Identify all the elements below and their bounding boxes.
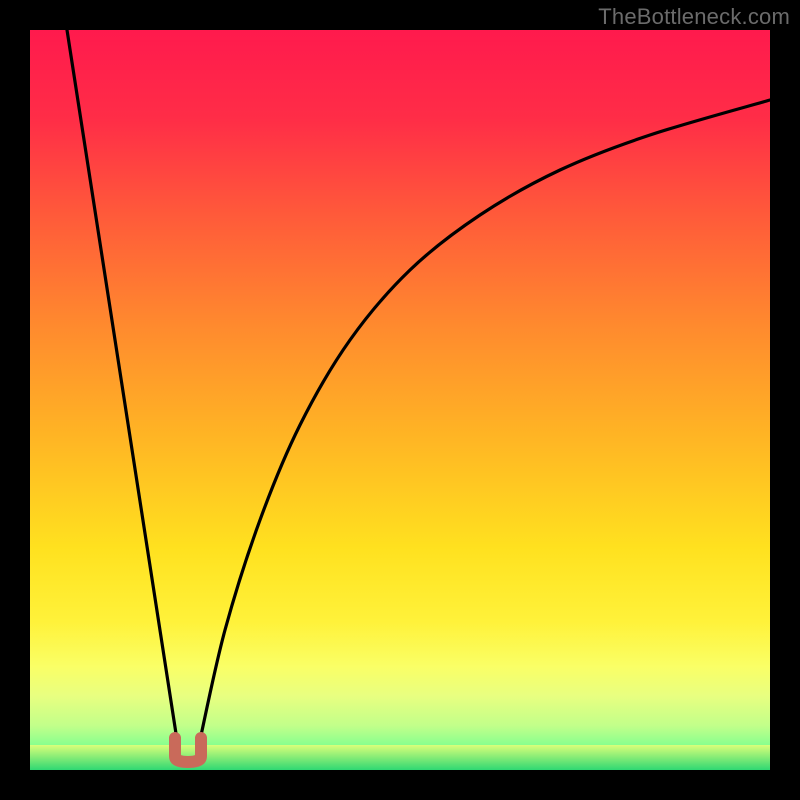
bottleneck-chart-svg bbox=[0, 0, 800, 800]
plot-background bbox=[30, 30, 770, 770]
watermark-text: TheBottleneck.com bbox=[598, 4, 790, 30]
chart-container: TheBottleneck.com bbox=[0, 0, 800, 800]
green-bottom-band bbox=[30, 745, 770, 770]
